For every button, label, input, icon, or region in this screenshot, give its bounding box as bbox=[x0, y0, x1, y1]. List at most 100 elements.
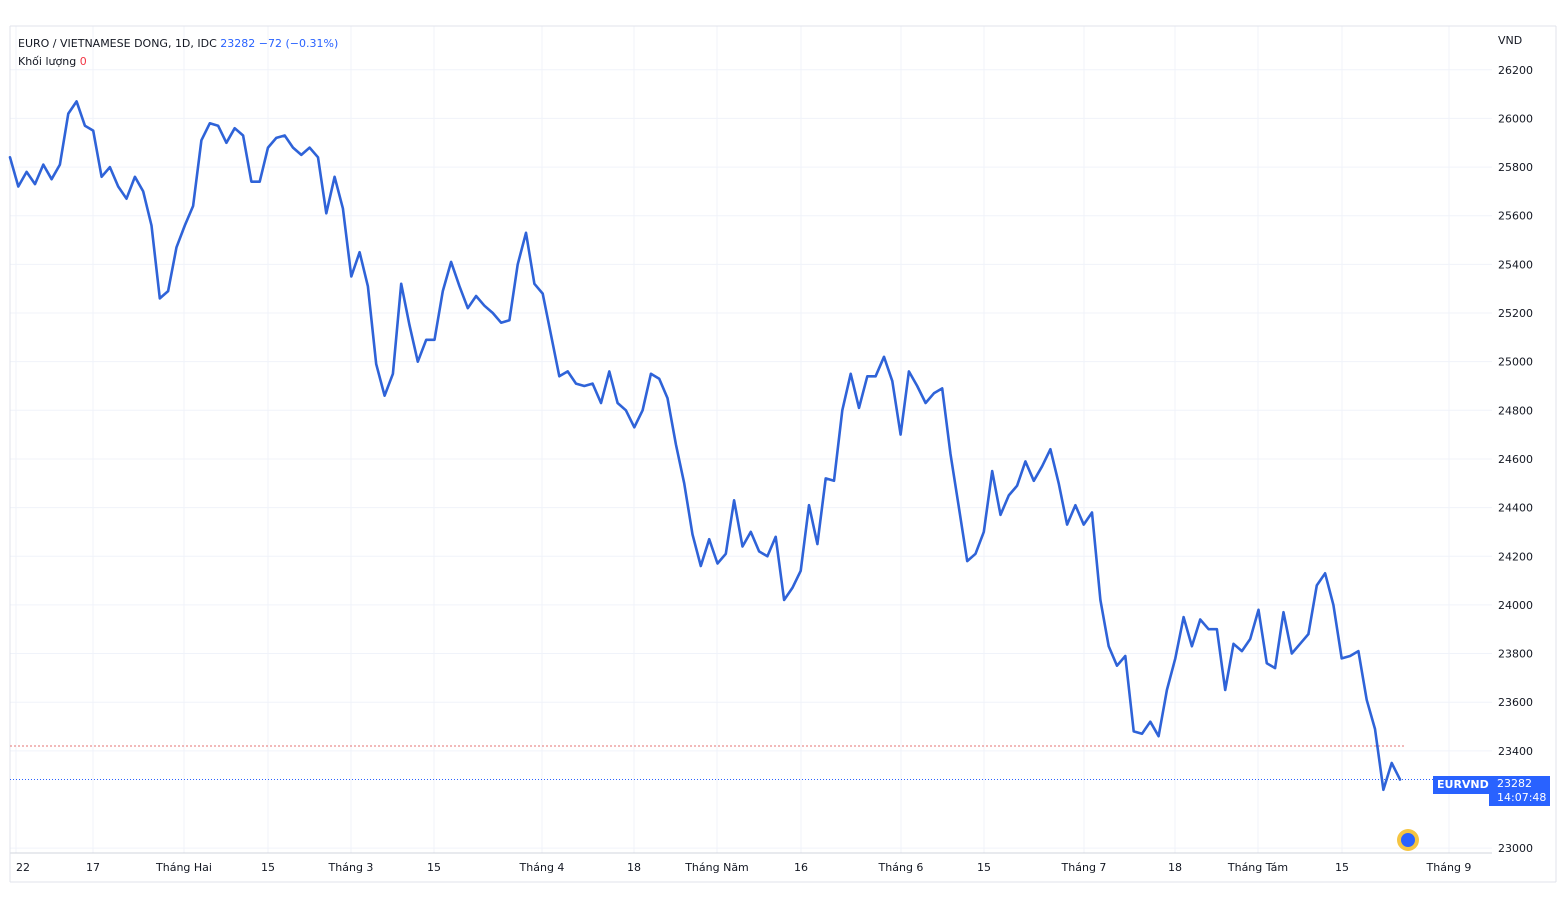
price-point[interactable] bbox=[1131, 728, 1137, 734]
price-point[interactable] bbox=[357, 249, 363, 255]
price-point[interactable] bbox=[157, 295, 163, 301]
price-point[interactable] bbox=[1064, 522, 1070, 528]
price-point[interactable] bbox=[881, 354, 887, 360]
price-point[interactable] bbox=[24, 169, 30, 175]
price-point[interactable] bbox=[198, 137, 204, 143]
price-point[interactable] bbox=[556, 373, 562, 379]
price-point[interactable] bbox=[1314, 582, 1320, 588]
price-point[interactable] bbox=[307, 145, 313, 151]
price-point[interactable] bbox=[415, 359, 421, 365]
price-point[interactable] bbox=[523, 230, 529, 236]
price-point[interactable] bbox=[332, 174, 338, 180]
price-point[interactable] bbox=[631, 424, 637, 430]
symbol-price-tag[interactable]: EURVND bbox=[1433, 776, 1491, 794]
price-point[interactable] bbox=[931, 390, 937, 396]
price-point[interactable] bbox=[1305, 631, 1311, 637]
price-point[interactable] bbox=[365, 283, 371, 289]
price-point[interactable] bbox=[265, 145, 271, 151]
price-point[interactable] bbox=[889, 378, 895, 384]
volume-label[interactable]: Khối lượng bbox=[18, 55, 77, 68]
price-point[interactable] bbox=[1097, 597, 1103, 603]
price-axis[interactable]: 26200 26000 25800 25600 25400 25200 25000 24800… bbox=[1498, 64, 1533, 855]
price-point[interactable] bbox=[315, 154, 321, 160]
price-point[interactable] bbox=[1189, 643, 1195, 649]
price-point[interactable] bbox=[1372, 726, 1378, 732]
price-point[interactable] bbox=[615, 400, 621, 406]
price-point[interactable] bbox=[1089, 509, 1095, 515]
price-point[interactable] bbox=[7, 154, 13, 160]
price-point[interactable] bbox=[1330, 602, 1336, 608]
price-point[interactable] bbox=[1231, 641, 1237, 647]
price-point[interactable] bbox=[140, 188, 146, 194]
price-point[interactable] bbox=[1247, 636, 1253, 642]
price-point[interactable] bbox=[515, 261, 521, 267]
price-point[interactable] bbox=[182, 222, 188, 228]
price-point[interactable] bbox=[690, 531, 696, 537]
price-point[interactable] bbox=[1156, 733, 1162, 739]
price-point[interactable] bbox=[1181, 614, 1187, 620]
price-point[interactable] bbox=[989, 468, 995, 474]
price-point[interactable] bbox=[1214, 626, 1220, 632]
price-point[interactable] bbox=[748, 529, 754, 535]
price-point[interactable] bbox=[706, 536, 712, 542]
price-point[interactable] bbox=[40, 162, 46, 168]
tradingview-logo-icon[interactable] bbox=[1397, 829, 1419, 851]
price-point[interactable] bbox=[1006, 492, 1012, 498]
price-point[interactable] bbox=[74, 98, 80, 104]
price-point[interactable] bbox=[290, 145, 296, 151]
price-point[interactable] bbox=[1380, 787, 1386, 793]
price-point[interactable] bbox=[99, 174, 105, 180]
price-point[interactable] bbox=[207, 120, 213, 126]
price-point[interactable] bbox=[1272, 665, 1278, 671]
price-point[interactable] bbox=[606, 368, 612, 374]
price-point[interactable] bbox=[1139, 731, 1145, 737]
price-point[interactable] bbox=[648, 371, 654, 377]
price-point[interactable] bbox=[107, 164, 113, 170]
price-point[interactable] bbox=[914, 383, 920, 389]
price-point[interactable] bbox=[714, 561, 720, 567]
price-point[interactable] bbox=[1047, 446, 1053, 452]
price-point[interactable] bbox=[856, 405, 862, 411]
price-point[interactable] bbox=[798, 568, 804, 574]
price-point[interactable] bbox=[956, 505, 962, 511]
price-point[interactable] bbox=[681, 480, 687, 486]
price-point[interactable] bbox=[665, 395, 671, 401]
price-point[interactable] bbox=[423, 337, 429, 343]
price-point[interactable] bbox=[132, 174, 138, 180]
price-point[interactable] bbox=[473, 293, 479, 299]
price-point[interactable] bbox=[348, 274, 354, 280]
price-point[interactable] bbox=[806, 502, 812, 508]
price-point[interactable] bbox=[1239, 648, 1245, 654]
price-point[interactable] bbox=[1364, 697, 1370, 703]
price-point[interactable] bbox=[948, 451, 954, 457]
price-point[interactable] bbox=[115, 184, 121, 190]
price-point[interactable] bbox=[1206, 626, 1212, 632]
price-point[interactable] bbox=[407, 322, 413, 328]
symbol-title[interactable]: EURO / VIETNAMESE DONG, 1D, IDC bbox=[18, 37, 217, 50]
price-point[interactable] bbox=[257, 179, 263, 185]
price-point[interactable] bbox=[814, 541, 820, 547]
price-point[interactable] bbox=[1256, 607, 1262, 613]
price-point[interactable] bbox=[1389, 760, 1395, 766]
price-point[interactable] bbox=[623, 407, 629, 413]
price-point[interactable] bbox=[165, 288, 171, 294]
price-point[interactable] bbox=[531, 281, 537, 287]
price-point[interactable] bbox=[148, 222, 154, 228]
price-point[interactable] bbox=[1172, 655, 1178, 661]
price-point[interactable] bbox=[49, 176, 55, 182]
price-point[interactable] bbox=[873, 373, 879, 379]
price-point[interactable] bbox=[465, 305, 471, 311]
price-point[interactable] bbox=[340, 205, 346, 211]
price-point[interactable] bbox=[1355, 648, 1361, 654]
price-point[interactable] bbox=[65, 111, 71, 117]
price-point[interactable] bbox=[1106, 643, 1112, 649]
price-point[interactable] bbox=[1339, 655, 1345, 661]
price-point[interactable] bbox=[398, 281, 404, 287]
price-point[interactable] bbox=[1289, 651, 1295, 657]
price-point[interactable] bbox=[1397, 777, 1403, 783]
price-point[interactable] bbox=[731, 497, 737, 503]
price-point[interactable] bbox=[781, 597, 787, 603]
price-point[interactable] bbox=[273, 135, 279, 141]
price-point[interactable] bbox=[1164, 687, 1170, 693]
price-point[interactable] bbox=[656, 376, 662, 382]
